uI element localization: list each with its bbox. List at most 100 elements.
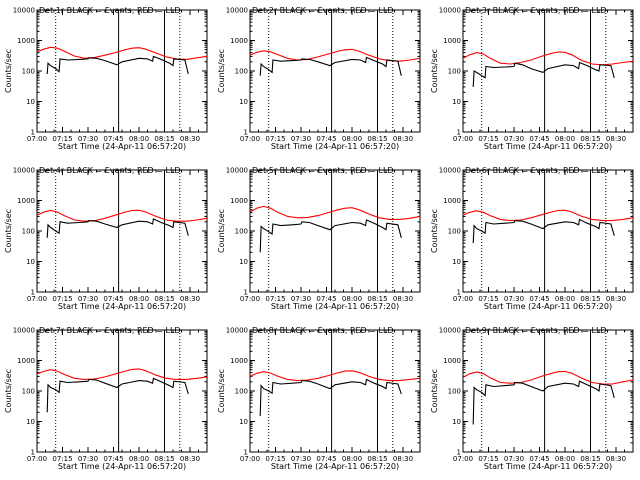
plot-frame (36, 169, 208, 293)
lld-series-line (250, 205, 420, 220)
y-tick-label: 1 (457, 129, 461, 137)
plot-frame (462, 9, 634, 133)
x-tick-label: 07:30 (78, 295, 98, 303)
x-tick-label: 07:15 (265, 295, 285, 303)
events-series-line (46, 55, 189, 75)
y-tick-label: 1 (457, 289, 461, 297)
x-tick-label: 08:30 (606, 295, 626, 303)
x-tick-label: 08:00 (342, 295, 362, 303)
plot-frame (249, 9, 421, 133)
y-tick-label: 10000 (226, 7, 248, 15)
y-tick-label: 100 (448, 68, 461, 76)
y-tick-label: 10000 (226, 327, 248, 335)
x-tick-label: 07:00 (27, 295, 47, 303)
x-tick-label: 07:30 (291, 295, 311, 303)
lld-series-line (463, 370, 633, 385)
x-axis-label: Start Time (24-Apr-11 06:57:20) (58, 462, 186, 471)
y-tick-label: 100 (22, 388, 35, 396)
panel-title: Det 5r BLACK = Events, RED = LLD (252, 166, 394, 175)
lld-series-line (250, 370, 420, 382)
x-tick-label: 07:15 (478, 135, 498, 143)
x-tick-label: 07:30 (291, 455, 311, 463)
y-tick-label: 1000 (443, 357, 461, 365)
x-tick-label: 07:45 (316, 455, 336, 463)
y-tick-label: 10000 (439, 167, 461, 175)
detector-panel-9: Det 9r BLACK = Events, RED = LLD 1 10 100 10… (430, 326, 634, 471)
y-tick-label: 1000 (230, 37, 248, 45)
y-tick-label: 10000 (439, 327, 461, 335)
events-series-line (259, 219, 402, 253)
x-tick-label: 08:15 (154, 295, 174, 303)
plot-frame (249, 169, 421, 293)
y-tick-label: 1 (244, 449, 248, 457)
y-tick-label: 10 (452, 258, 461, 266)
y-tick-label: 10000 (13, 167, 35, 175)
x-tick-label: 08:15 (367, 135, 387, 143)
events-series-line (46, 377, 189, 413)
events-series-line (472, 218, 615, 244)
x-tick-label: 07:30 (78, 455, 98, 463)
y-tick-label: 100 (235, 388, 248, 396)
y-tick-label: 100 (235, 68, 248, 76)
y-tick-label: 1 (31, 289, 35, 297)
x-axis-label: Start Time (24-Apr-11 06:57:20) (271, 302, 399, 311)
panel-title: Det 9r BLACK = Events, RED = LLD (465, 326, 607, 335)
x-tick-label: 08:00 (555, 295, 575, 303)
x-axis-label: Start Time (24-Apr-11 06:57:20) (271, 462, 399, 471)
y-axis-label: Counts/sec (430, 49, 439, 93)
y-tick-label: 10 (452, 98, 461, 106)
x-tick-label: 07:45 (316, 295, 336, 303)
x-tick-label: 07:00 (240, 135, 260, 143)
y-tick-label: 10 (239, 258, 248, 266)
y-tick-label: 100 (448, 388, 461, 396)
y-tick-label: 10 (26, 418, 35, 426)
y-axis-label: Counts/sec (430, 209, 439, 253)
panel-title: Det 7r BLACK = Events, RED = LLD (39, 326, 181, 335)
plot-frame (462, 169, 634, 293)
detector-panel-6: Det 6r BLACK = Events, RED = LLD 1 10 100 10… (430, 166, 634, 311)
panel-title: Det 2r BLACK = Events, RED = LLD (252, 6, 394, 15)
detector-panel-4: Det 4r BLACK = Events, RED = LLD 1 10 100 10… (4, 166, 208, 311)
x-tick-label: 08:00 (555, 135, 575, 143)
detector-panel-1: Det 1r BLACK = Events, RED = LLD 1 10 100 10… (4, 6, 208, 151)
detector-panel-7: Det 7r BLACK = Events, RED = LLD 1 10 100 10… (4, 326, 208, 471)
y-tick-label: 10 (26, 258, 35, 266)
x-tick-label: 08:30 (180, 455, 200, 463)
y-tick-label: 10 (26, 98, 35, 106)
x-tick-label: 07:15 (52, 295, 72, 303)
events-series-line (472, 380, 615, 425)
y-tick-label: 100 (22, 68, 35, 76)
x-tick-label: 07:00 (27, 455, 47, 463)
x-axis-label: Start Time (24-Apr-11 06:57:20) (58, 302, 186, 311)
x-tick-label: 08:15 (580, 455, 600, 463)
x-tick-label: 08:30 (180, 135, 200, 143)
panel-title: Det 4r BLACK = Events, RED = LLD (39, 166, 181, 175)
x-tick-label: 07:00 (240, 455, 260, 463)
detector-panel-2: Det 2r BLACK = Events, RED = LLD 1 10 100 10… (217, 6, 421, 151)
x-tick-label: 07:00 (453, 455, 473, 463)
lld-series-line (463, 209, 633, 222)
y-tick-label: 10000 (439, 7, 461, 15)
x-tick-label: 08:00 (129, 295, 149, 303)
plot-frame (462, 329, 634, 453)
x-tick-label: 07:30 (504, 455, 524, 463)
x-tick-label: 07:15 (265, 455, 285, 463)
y-axis-label: Counts/sec (4, 209, 13, 253)
x-axis-label: Start Time (24-Apr-11 06:57:20) (484, 142, 612, 151)
x-tick-label: 08:15 (580, 135, 600, 143)
y-axis-label: Counts/sec (217, 369, 226, 413)
x-tick-label: 08:00 (342, 135, 362, 143)
events-series-line (472, 61, 615, 87)
lld-series-line (463, 51, 633, 66)
x-tick-label: 07:15 (478, 455, 498, 463)
y-axis-label: Counts/sec (4, 369, 13, 413)
events-series-line (259, 378, 402, 417)
y-tick-label: 1000 (230, 357, 248, 365)
y-axis-label: Counts/sec (217, 209, 226, 253)
x-tick-label: 08:30 (606, 135, 626, 143)
plot-frame (36, 9, 208, 133)
y-tick-label: 1 (244, 129, 248, 137)
x-tick-label: 08:15 (367, 455, 387, 463)
y-tick-label: 1000 (230, 197, 248, 205)
x-tick-label: 08:30 (393, 135, 413, 143)
